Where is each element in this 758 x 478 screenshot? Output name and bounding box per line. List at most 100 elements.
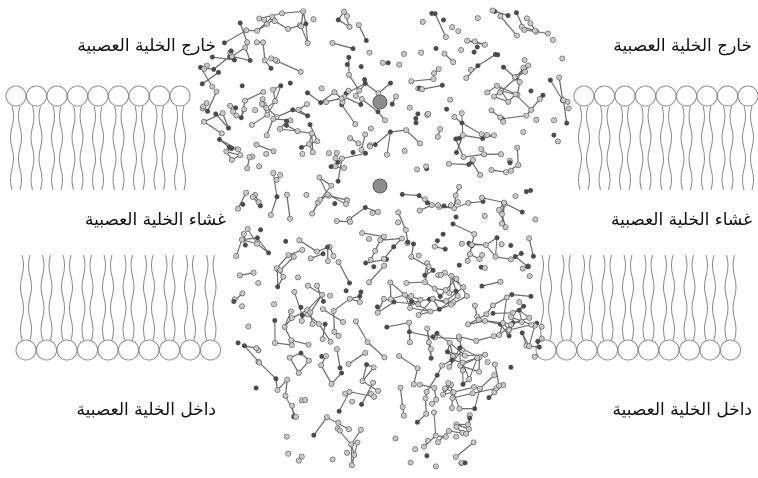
lipid-tail [724, 254, 729, 341]
atom [536, 344, 542, 350]
atom [458, 47, 464, 53]
bond [361, 232, 384, 238]
atom [469, 390, 476, 397]
lipid-tail [163, 254, 168, 341]
lipid-tail [92, 105, 96, 191]
bond [528, 238, 534, 257]
lipid-tail [59, 105, 63, 191]
bond [386, 322, 410, 328]
atom [277, 125, 283, 132]
bond [300, 26, 309, 44]
bond [305, 23, 309, 44]
atom [391, 299, 397, 305]
atom [233, 253, 240, 259]
lipid-tail [630, 254, 634, 341]
atom [270, 115, 277, 122]
lipid-tail [143, 254, 147, 341]
atom [299, 150, 306, 157]
lipid-head [717, 85, 738, 107]
atom [254, 240, 260, 247]
atom [555, 138, 561, 145]
atom [218, 130, 225, 137]
atom [274, 194, 280, 200]
atom [367, 256, 374, 263]
bond [386, 131, 391, 155]
atom [523, 189, 529, 195]
atom [362, 349, 369, 356]
atom [352, 93, 359, 99]
atom [271, 301, 277, 308]
atom [422, 395, 429, 402]
lipid-head [67, 85, 88, 107]
atom [442, 385, 448, 392]
lipid-head [87, 85, 109, 107]
atom [401, 51, 407, 57]
atom [280, 273, 287, 280]
atom [315, 321, 322, 327]
atom [396, 353, 402, 359]
lipid-tail [691, 254, 696, 341]
atom [432, 432, 439, 439]
atom [253, 385, 259, 391]
atom [556, 74, 563, 81]
lipid-head [617, 339, 639, 361]
atom [309, 149, 316, 156]
atom [459, 132, 466, 139]
bond [508, 324, 532, 331]
bond [299, 239, 318, 252]
atom [355, 22, 362, 28]
lipid-head [699, 339, 721, 361]
bond [203, 112, 223, 123]
atom [462, 460, 468, 466]
bond [244, 91, 264, 102]
atom [452, 192, 459, 199]
bond [289, 357, 300, 374]
lipid-tail [688, 105, 693, 191]
atom [460, 154, 467, 160]
atom [395, 209, 402, 216]
atom [358, 289, 364, 295]
atom [445, 428, 452, 434]
atom [289, 402, 296, 409]
atom [405, 239, 411, 245]
lipid-tail [122, 254, 127, 341]
lipid-tail [100, 105, 104, 191]
atom [266, 250, 272, 256]
membrane-bilayer-left [5, 85, 221, 361]
atom [309, 210, 315, 217]
atom [531, 353, 538, 360]
atom [344, 449, 350, 456]
atom [329, 40, 336, 46]
atom [254, 27, 261, 34]
atom [356, 299, 363, 305]
atom [366, 235, 372, 242]
atom [391, 244, 397, 250]
atom [323, 353, 329, 359]
atom [200, 118, 207, 125]
atom [482, 351, 488, 358]
atom [410, 241, 416, 247]
bond [348, 352, 366, 365]
atom [495, 52, 501, 58]
bond [455, 441, 474, 458]
atom [430, 267, 436, 273]
atom [399, 404, 406, 410]
atom [488, 107, 495, 114]
bond [445, 286, 464, 302]
bond [434, 336, 460, 340]
lipid-tail [578, 105, 582, 191]
atom [294, 128, 301, 135]
atom [239, 290, 246, 297]
atom [433, 45, 439, 51]
atom [323, 99, 329, 105]
atom [242, 242, 248, 248]
atom [463, 75, 470, 81]
bond [511, 294, 531, 297]
atom [260, 89, 267, 95]
atom [359, 401, 365, 407]
atom [209, 83, 216, 90]
atom [335, 419, 342, 426]
lipid-tail [660, 105, 664, 191]
atom [506, 327, 512, 333]
